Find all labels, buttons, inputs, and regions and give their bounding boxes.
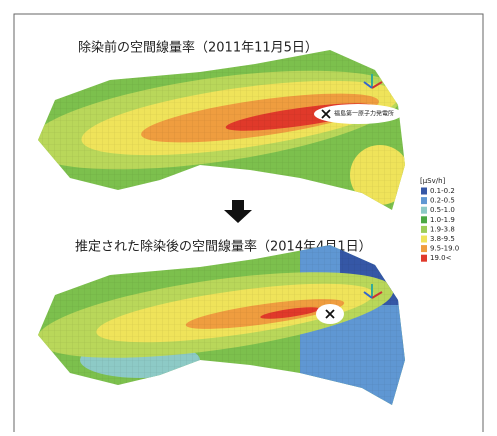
legend-swatch [421, 197, 427, 204]
map-after [30, 235, 420, 415]
legend-swatch [421, 255, 427, 262]
legend-label: 0.2-0.5 [430, 197, 455, 205]
legend: [μSv/h] 0.1-0.2 0.2-0.50.5-1.0 1.0-1.91.9-… [420, 177, 459, 262]
legend-title: [μSv/h] [420, 177, 446, 185]
legend-label: 1.9-3.8 [430, 225, 455, 233]
legend-swatch [421, 226, 427, 233]
legend-swatch [421, 188, 427, 195]
map-before [21, 40, 420, 220]
figure: 除染前の空間線量率（2011年11月5日） 福島第一原子力発電所 推定された除染… [0, 0, 497, 432]
legend-swatch [421, 216, 427, 223]
legend-label: 3.8-9.5 [430, 235, 455, 243]
legend-label: 0.5-1.0 [430, 206, 455, 214]
legend-label: 9.5-19.0 [430, 245, 459, 253]
plant-label: 福島第一原子力発電所 [334, 110, 394, 118]
arrow [224, 200, 252, 223]
legend-label: 0.1-0.2 [430, 187, 455, 195]
legend-swatch [421, 236, 427, 243]
legend-swatch [421, 207, 427, 214]
legend-swatch [421, 245, 427, 252]
legend-label: 1.0-1.9 [430, 216, 455, 224]
legend-label: 19.0< [430, 254, 452, 262]
title-before: 除染前の空間線量率（2011年11月5日） [78, 40, 318, 56]
